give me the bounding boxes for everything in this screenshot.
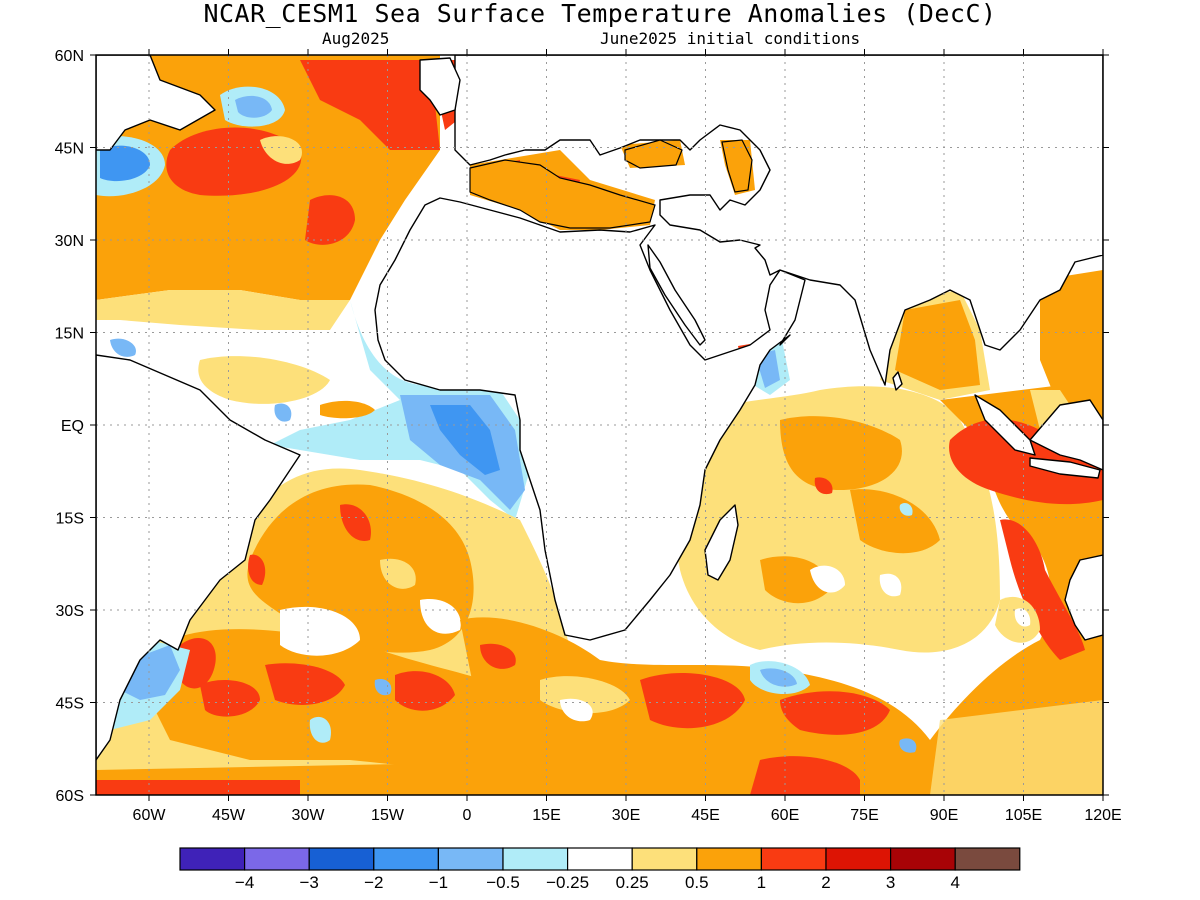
colorbar-label: 4 — [950, 873, 959, 892]
colorbar-label: 1 — [757, 873, 766, 892]
africa-eurasia — [374, 55, 1103, 641]
north-america — [96, 55, 216, 151]
x-tick-label: 105E — [1005, 807, 1042, 824]
y-tick-label: 15N — [55, 326, 84, 343]
plot-area — [96, 55, 1103, 795]
y-tick-label: 60N — [55, 48, 84, 65]
y-tick-label: 30S — [56, 603, 84, 620]
colorbar-swatch — [631, 847, 698, 871]
colorbar-swatch — [308, 847, 375, 871]
sumatra — [974, 394, 1036, 456]
colorbar-label: −2 — [364, 873, 383, 892]
colorbar-label: −1 — [429, 873, 448, 892]
x-tick-label: 120E — [1084, 807, 1121, 824]
x-tick-label: 30W — [292, 807, 326, 824]
x-axis: 60W 45W 30W 15W 0 15E 30E 45E 60E 75E 90E 105E 120E — [133, 49, 1122, 824]
colorbar-swatch — [889, 847, 956, 871]
x-tick-label: 15W — [371, 807, 405, 824]
madagascar — [704, 504, 739, 581]
forecast-month: Aug2025 — [322, 29, 390, 48]
initial-conditions: June2025 initial conditions — [600, 29, 861, 48]
colorbar-label: −4 — [235, 873, 254, 892]
x-tick-label: 45E — [691, 807, 719, 824]
gridlines — [96, 55, 1103, 795]
sri-lanka — [892, 371, 903, 391]
x-tick-label: 90E — [930, 807, 958, 824]
x-tick-label: 60W — [133, 807, 167, 824]
australia — [1064, 554, 1103, 641]
mediterranean-sea — [469, 159, 656, 229]
x-tick-label: 60E — [771, 807, 799, 824]
y-axis: 60N 45N 30N 15N EQ 15S 30S 45S 60S — [55, 48, 1109, 805]
y-tick-label: 30N — [55, 233, 84, 250]
colorbar-swatch — [760, 847, 827, 871]
caspian-sea — [721, 139, 753, 193]
anomaly-shading — [96, 55, 1103, 795]
black-sea — [624, 139, 683, 169]
colorbar-label: 0.5 — [685, 873, 709, 892]
y-tick-label: EQ — [61, 418, 84, 435]
colorbar-label: 2 — [821, 873, 830, 892]
y-tick-label: 45S — [56, 696, 84, 713]
south-america — [96, 354, 301, 761]
x-tick-label: 30E — [612, 807, 640, 824]
land-masses — [96, 55, 1103, 761]
colorbar-label: 0.25 — [616, 873, 649, 892]
colorbar-swatch — [566, 847, 633, 871]
colorbar-swatch — [244, 847, 310, 871]
colorbar-swatch — [373, 847, 439, 871]
colorbar-label: −3 — [300, 873, 319, 892]
colorbar-swatch — [502, 847, 569, 871]
y-tick-label: 15S — [56, 511, 84, 528]
colorbar-label: −0.5 — [486, 873, 520, 892]
map-title: NCAR_CESM1 Sea Surface Temperature Anoma… — [203, 0, 997, 28]
colorbar-label: −0.25 — [546, 873, 589, 892]
x-tick-label: 0 — [463, 807, 472, 824]
maritime-continent — [1029, 399, 1103, 471]
x-tick-label: 75E — [850, 807, 878, 824]
colorbar-swatch — [825, 847, 892, 871]
colorbar-swatch — [179, 847, 246, 871]
colorbar-swatch — [696, 847, 762, 871]
colorbar-swatch — [437, 847, 504, 871]
java — [1029, 457, 1101, 479]
colorbar-label: 3 — [886, 873, 895, 892]
x-tick-label: 15E — [532, 807, 560, 824]
x-tick-label: 45W — [212, 807, 246, 824]
y-tick-label: 60S — [56, 788, 84, 805]
inland-seas — [469, 139, 753, 229]
red-sea — [647, 244, 706, 346]
british-isles — [419, 57, 461, 116]
y-tick-label: 45N — [55, 141, 84, 158]
colorbar-swatch — [954, 847, 1021, 871]
colorbar: −4 −3 −2 −1 −0.5 −0.25 0.25 0.5 1 2 3 4 — [179, 847, 1021, 892]
